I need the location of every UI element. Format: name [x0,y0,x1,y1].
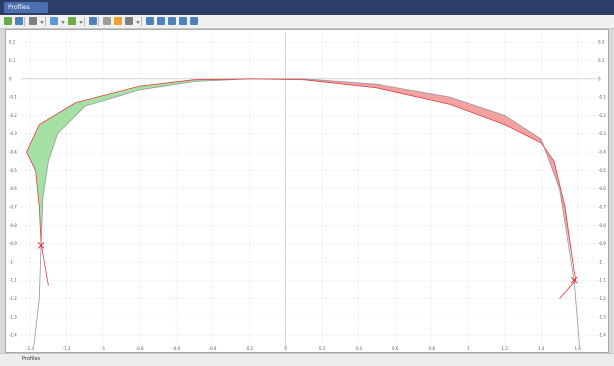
y-tick-label-left: 0.2 [9,40,16,45]
y-tick-label-left: -1.4 [9,333,17,338]
y-tick-label-left: -0.5 [9,168,17,173]
y-tick-label-right: 0.2 [598,40,605,45]
pan-icon[interactable] [190,17,198,25]
y-tick-label-left: -0.3 [9,131,17,136]
zoom-icon[interactable] [146,17,154,25]
table-icon[interactable] [68,17,76,25]
tab-profiles[interactable]: Profiles [4,2,48,13]
status-bar: Profiles [0,353,614,366]
x-tick-label: -0.4 [209,346,217,351]
x-tick-label: 0 [284,346,287,351]
layers-icon[interactable] [50,17,58,25]
x-tick-label: 0.6 [392,346,399,351]
y-tick-label-right: -1.4 [598,333,606,338]
y-tick-label-right: -1.2 [598,296,606,301]
y-tick-label-right: -1 [598,259,602,264]
y-tick-label-right: -1.1 [598,278,606,283]
contact-point-marker[interactable] [570,276,578,284]
eraser-icon[interactable] [103,17,111,25]
dropdown-arrow-icon[interactable] [136,21,140,24]
y-tick-label-right: 0 [598,76,601,81]
loss-area-right [303,78,575,272]
y-tick-label-left: -1.2 [9,296,17,301]
ruler-icon[interactable] [29,17,37,25]
y-tick-label-right: -0.8 [598,223,606,228]
toolbar-separator [24,17,25,26]
x-tick-label: 0.8 [429,346,436,351]
toolbar-separator [98,17,99,26]
x-tick-label: -1.4 [26,346,34,351]
y-tick-label-left: -1 [9,259,13,264]
y-tick-label-left: -1.3 [9,314,17,319]
x-tick-label: 0.4 [356,346,363,351]
y-tick-label-left: -0.8 [9,223,17,228]
x-tick-label: 1.4 [538,346,545,351]
zoom-in-icon[interactable] [157,17,165,25]
y-tick-label-right: 0.1 [598,58,605,63]
y-tick-label-left: -0.4 [9,150,17,155]
y-tick-label-left: -0.6 [9,186,17,191]
y-tick-label-left: 0 [9,76,12,81]
toolbar [0,15,614,29]
contact-point-marker[interactable] [37,242,45,249]
y-tick-label-right: -0.3 [598,131,606,136]
new-profile-icon[interactable] [4,17,12,25]
x-tick-label: -0.2 [245,346,253,351]
status-text: Profiles [22,356,41,362]
y-tick-label-left: 0.1 [9,58,16,63]
y-tick-label-right: -0.1 [598,95,606,100]
x-tick-label: -1.2 [63,346,71,351]
measured-profile-line [26,78,577,299]
y-tick-label-right: -0.7 [598,204,606,209]
x-tick-label: 1.2 [502,346,509,351]
zoom-extent-icon[interactable] [179,17,187,25]
toolbar-separator [84,17,85,26]
gain-area-left [26,78,250,244]
x-tick-label: -1 [101,346,105,351]
y-tick-label-left: -0.7 [9,204,17,209]
x-tick-label: 1 [467,346,470,351]
toolbar-separator [141,17,142,26]
y-tick-label-left: -0.9 [9,241,17,246]
y-tick-label-right: -0.2 [598,113,606,118]
y-tick-label-left: -0.1 [9,95,17,100]
zoom-out-icon[interactable] [168,17,176,25]
y-tick-label-left: -0.2 [9,113,17,118]
profile-chart[interactable]: -1.4 -1.2 -1 -0.8 -0.6 -0.4 -0.2 0 0.2 0.4 0.6 0.8 1… [6,30,608,352]
dropdown-arrow-icon[interactable] [79,21,83,24]
highlight-icon[interactable] [114,17,122,25]
dropdown-arrow-icon[interactable] [40,21,44,24]
x-tick-label: 0.2 [319,346,326,351]
brush-icon[interactable] [89,17,97,25]
profile-plot-panel[interactable]: -1.4 -1.2 -1 -0.8 -0.6 -0.4 -0.2 0 0.2 0.4 0.6 0.8 1… [5,29,609,353]
y-tick-label-right: -0.4 [598,150,606,155]
pointer-icon[interactable] [125,17,133,25]
dropdown-arrow-icon[interactable] [61,21,65,24]
open-profile-icon[interactable] [15,17,23,25]
x-tick-label: -0.8 [136,346,144,351]
y-tick-label-right: -0.5 [598,168,606,173]
y-tick-label-left: -1.1 [9,278,17,283]
toolbar-separator [45,17,46,26]
x-tick-label: 1.6 [575,346,582,351]
x-tick-label: -0.6 [172,346,180,351]
y-tick-label-right: -0.9 [598,241,606,246]
y-tick-label-right: -1.3 [598,314,606,319]
y-tick-label-right: -0.6 [598,186,606,191]
title-tab-bar: Profiles [0,0,614,15]
